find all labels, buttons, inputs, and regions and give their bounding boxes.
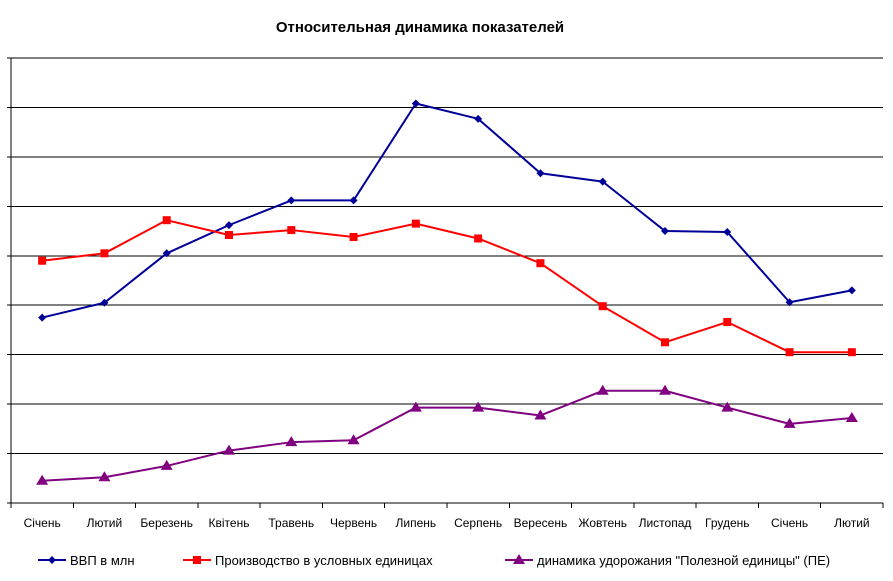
x-tick-label: Березень <box>140 516 193 530</box>
series-line <box>42 389 852 482</box>
legend: ВВП в млн Производство в условных единица… <box>38 553 830 568</box>
data-point <box>38 256 47 265</box>
data-point <box>162 216 171 225</box>
data-point <box>411 99 420 108</box>
series <box>38 216 856 357</box>
data-point <box>661 338 669 347</box>
x-tick-label: Лютий <box>87 516 123 530</box>
legend-swatch-marker <box>513 554 525 564</box>
x-tick-label: Жовтень <box>578 516 627 530</box>
data-point <box>100 249 109 258</box>
data-point <box>160 459 173 470</box>
data-point <box>409 401 422 412</box>
data-point <box>98 471 111 482</box>
data-point <box>474 114 483 123</box>
data-point <box>36 474 49 485</box>
data-point <box>162 249 171 258</box>
data-point <box>474 234 483 243</box>
x-tick-label: Грудень <box>705 516 750 530</box>
data-point <box>536 169 545 178</box>
data-point <box>845 411 858 422</box>
data-point <box>847 348 856 357</box>
data-point <box>100 298 109 307</box>
data-point <box>225 221 233 230</box>
data-point <box>411 219 420 228</box>
x-tick-labels: Січень Лютий Березень Квітень Травень Червень… <box>24 516 870 530</box>
data-point <box>598 177 607 186</box>
legend-item: Производство в условных единицах <box>183 553 433 568</box>
x-tick-label: Січень <box>771 516 808 530</box>
legend-item: динамика удорожания "Полезной единицы" (… <box>505 553 830 568</box>
data-point <box>472 401 485 412</box>
data-point <box>285 436 298 447</box>
x-tick-label: Серпень <box>454 516 502 530</box>
gridlines <box>11 57 883 455</box>
axes <box>7 57 884 508</box>
series-layer <box>36 99 858 485</box>
data-point <box>287 226 296 235</box>
legend-swatch-marker <box>193 556 201 564</box>
data-point <box>598 302 607 311</box>
legend-swatch-marker <box>48 556 56 564</box>
data-point <box>287 196 296 205</box>
series-line <box>42 219 852 354</box>
x-tick-label: Квітень <box>209 516 250 530</box>
data-point <box>596 384 609 395</box>
data-point <box>783 417 796 428</box>
x-tick-label: Листопад <box>639 516 692 530</box>
data-point <box>661 227 669 236</box>
data-point <box>349 232 358 241</box>
series <box>36 384 858 485</box>
data-point <box>223 444 235 455</box>
chart-title: Относительная динамика показателей <box>276 19 564 36</box>
x-tick-label: Вересень <box>514 516 568 530</box>
series <box>38 99 856 322</box>
x-tick-label: Січень <box>24 516 61 530</box>
data-point <box>536 259 545 268</box>
data-point <box>721 401 734 412</box>
data-point <box>534 409 547 420</box>
x-tick-label: Червень <box>330 516 377 530</box>
data-point <box>349 196 358 205</box>
data-point <box>225 231 233 240</box>
series-line <box>41 102 853 319</box>
data-point <box>785 348 794 357</box>
data-point <box>659 384 671 395</box>
data-point <box>847 286 856 295</box>
data-point <box>38 313 47 322</box>
legend-label: ВВП в млн <box>70 553 135 568</box>
legend-label: Производство в условных единицах <box>215 553 433 568</box>
data-point <box>785 298 794 307</box>
x-tick-label: Лютий <box>834 516 870 530</box>
legend-label: динамика удорожания "Полезной единицы" (… <box>537 553 830 568</box>
x-tick-label: Липень <box>396 516 437 530</box>
data-point <box>723 228 732 237</box>
data-point <box>723 318 732 327</box>
x-tick-label: Травень <box>268 516 314 530</box>
legend-item: ВВП в млн <box>38 553 135 568</box>
data-point <box>347 434 360 445</box>
